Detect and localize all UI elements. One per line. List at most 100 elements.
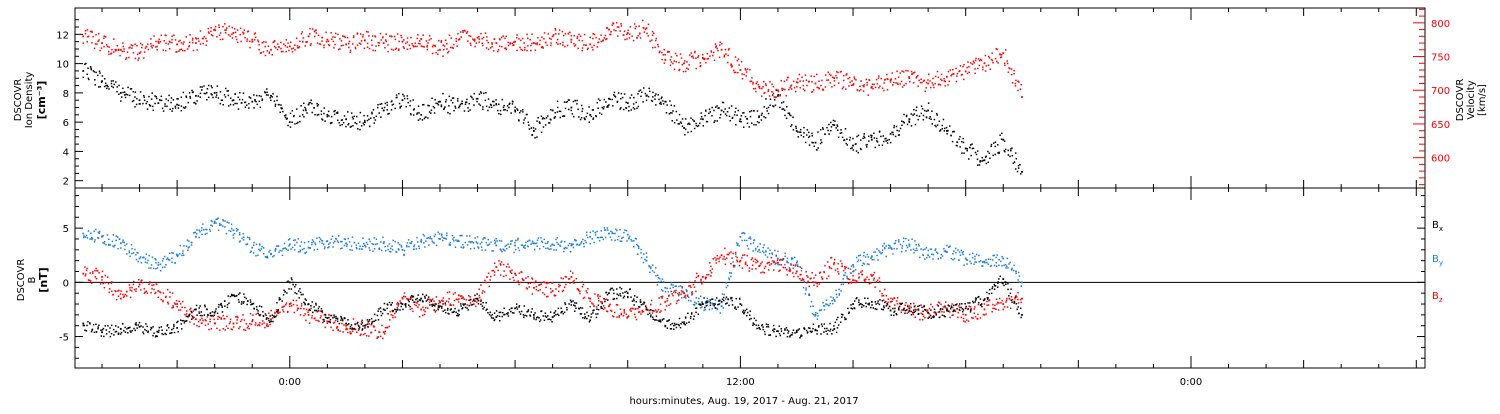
bx-point <box>304 304 306 306</box>
bz-point <box>666 305 668 307</box>
bx-point <box>142 326 144 328</box>
by-point <box>374 237 376 239</box>
velocity-point <box>302 41 304 43</box>
velocity-point <box>444 45 446 47</box>
bz-point <box>696 273 698 275</box>
bx-point <box>201 311 203 313</box>
by-point <box>903 241 905 243</box>
density-point <box>860 149 862 151</box>
velocity-point <box>189 45 191 47</box>
density-point <box>1015 168 1017 170</box>
by-point <box>752 250 754 252</box>
by-point <box>543 246 545 248</box>
by-point <box>923 255 925 257</box>
bx-point <box>351 324 353 326</box>
density-point <box>412 99 414 101</box>
velocity-point <box>155 46 157 48</box>
bx-point <box>318 310 320 312</box>
density-point <box>682 125 684 127</box>
bz-point <box>701 283 703 285</box>
by-point <box>462 244 464 246</box>
by-point <box>820 309 822 311</box>
density-point <box>885 140 887 142</box>
density-point <box>620 107 622 109</box>
by-point <box>359 245 361 247</box>
bx-point <box>316 310 318 312</box>
by-point <box>616 230 618 232</box>
density-point <box>434 107 436 109</box>
by-point <box>199 231 201 233</box>
bx-point <box>98 325 100 327</box>
density-point <box>133 100 135 102</box>
bz-point <box>709 262 711 264</box>
by-point <box>445 238 447 240</box>
by-point <box>517 238 519 240</box>
velocity-point <box>806 85 808 87</box>
bz-point <box>883 299 885 301</box>
by-point <box>363 243 365 245</box>
density-point <box>341 124 343 126</box>
bz-point <box>205 325 207 327</box>
velocity-point <box>905 83 907 85</box>
density-point <box>139 103 141 105</box>
density-point <box>150 105 152 107</box>
density-point <box>290 126 292 128</box>
density-point <box>893 125 895 127</box>
density-point <box>423 104 425 106</box>
by-point <box>468 241 470 243</box>
density-point <box>257 104 259 106</box>
density-point <box>493 101 495 103</box>
by-point <box>555 239 557 241</box>
bx-point <box>358 328 360 330</box>
density-point <box>161 100 163 102</box>
velocity-point <box>571 35 573 37</box>
density-point <box>633 103 635 105</box>
bz-point <box>585 290 587 292</box>
velocity-point <box>895 78 897 80</box>
bz-point <box>417 306 419 308</box>
density-point <box>793 129 795 131</box>
by-point <box>141 262 143 264</box>
bz-point <box>235 316 237 318</box>
bz-point <box>808 286 810 288</box>
bz-point <box>773 269 775 271</box>
by-point <box>556 242 558 244</box>
density-point <box>88 79 90 81</box>
by-point <box>690 300 692 302</box>
velocity-point <box>716 48 718 50</box>
by-point <box>996 262 998 264</box>
bx-point <box>362 322 364 324</box>
bx-point <box>111 325 113 327</box>
bz-point <box>436 296 438 298</box>
by-point <box>119 238 121 240</box>
by-point <box>469 235 471 237</box>
velocity-point <box>280 48 282 50</box>
by-point <box>657 284 659 286</box>
bz-point <box>399 300 401 302</box>
velocity-point <box>848 85 850 87</box>
by-point <box>900 244 902 246</box>
by-point <box>688 300 690 302</box>
by-point <box>916 250 918 252</box>
bz-point <box>768 269 770 271</box>
velocity-point <box>447 52 449 54</box>
velocity-point <box>773 86 775 88</box>
velocity-point <box>299 41 301 43</box>
bz-point <box>270 310 272 312</box>
velocity-point <box>799 74 801 76</box>
density-point <box>827 130 829 132</box>
density-point <box>713 110 715 112</box>
density-point <box>299 115 301 117</box>
bz-point <box>94 270 96 272</box>
density-point <box>816 149 818 151</box>
by-point <box>341 241 343 243</box>
bz-point <box>879 290 881 292</box>
bx-point <box>241 301 243 303</box>
bz-point <box>324 327 326 329</box>
density-point <box>952 131 954 133</box>
density-point <box>896 126 898 128</box>
by-point <box>731 272 733 274</box>
bz-point <box>303 315 305 317</box>
density-point <box>143 95 145 97</box>
by-point <box>873 259 875 261</box>
